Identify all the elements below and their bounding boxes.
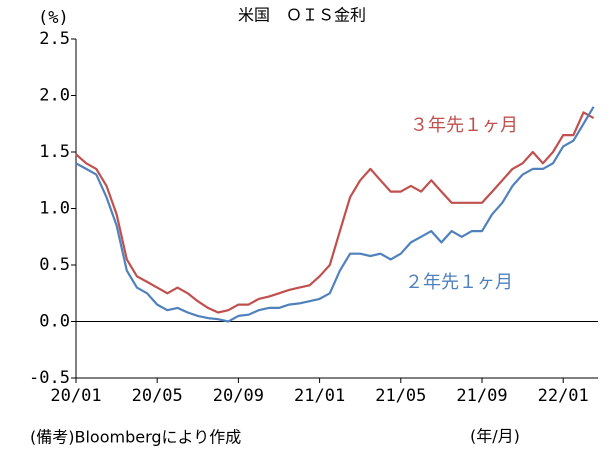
series-line — [75, 111, 595, 314]
x-tick-label: 20/05 — [132, 386, 183, 406]
series-label: ２年先１ヶ月 — [405, 272, 513, 293]
y-tick-label: 0.5 — [39, 255, 70, 275]
x-tick-label: 21/09 — [456, 386, 507, 406]
y-tick-label: 2.0 — [39, 86, 70, 106]
y-tick-label: 2.5 — [39, 29, 70, 49]
x-tick-label: 20/01 — [50, 386, 101, 406]
chart-title: 米国 ＯＩＳ金利 — [238, 6, 366, 25]
y-tick-label: 1.5 — [39, 142, 70, 162]
x-tick-label: 20/09 — [213, 386, 264, 406]
x-unit: (年/月) — [470, 427, 520, 446]
y-tick-label: 0.0 — [39, 312, 70, 332]
y-tick-label: -0.5 — [29, 368, 70, 388]
series-line — [75, 106, 595, 323]
x-tick-label: 21/05 — [375, 386, 426, 406]
x-tick-label: 21/01 — [294, 386, 345, 406]
x-tick-label: 22/01 — [538, 386, 589, 406]
footnote: (備考)Bloombergにより作成 — [30, 428, 241, 447]
y-tick-label: 1.0 — [39, 199, 70, 219]
y-unit: (%) — [38, 8, 69, 28]
series-label: ３年先１ヶ月 — [410, 115, 518, 136]
